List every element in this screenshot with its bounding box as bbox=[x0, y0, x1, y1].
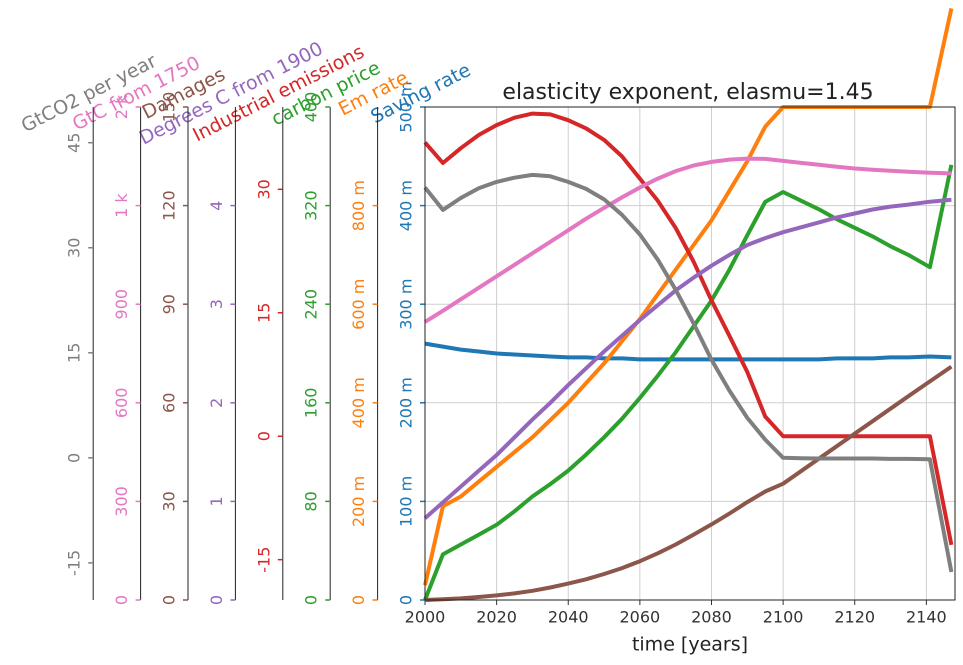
x-tick-label: 2140 bbox=[906, 608, 947, 627]
y-tick-label: 30 bbox=[65, 238, 84, 258]
y-tick-label: 0 bbox=[207, 595, 226, 605]
x-tick-label: 2000 bbox=[405, 608, 446, 627]
y-tick-label: -15 bbox=[254, 547, 273, 573]
y-tick-label: 320 bbox=[302, 190, 321, 221]
y-tick-label: 100 m bbox=[397, 476, 416, 527]
y-tick-label: 120 bbox=[160, 190, 179, 221]
y-tick-label: 30 bbox=[160, 491, 179, 511]
y-tick-label: 2 k bbox=[112, 94, 131, 119]
y-tick-label: 400 m bbox=[397, 180, 416, 231]
x-tick-label: 2120 bbox=[834, 608, 875, 627]
y-tick-label: 300 m bbox=[397, 279, 416, 330]
y-tick-label: 600 bbox=[112, 388, 131, 419]
plot-frame bbox=[424, 106, 956, 601]
y-tick-label: 0 bbox=[254, 431, 273, 441]
y-tick-label: 400 m bbox=[349, 377, 368, 428]
series-line bbox=[423, 172, 954, 573]
y-tick-label: 500 m bbox=[397, 81, 416, 132]
x-tick-label: 2040 bbox=[548, 608, 589, 627]
y-tick-label: 400 bbox=[302, 92, 321, 123]
y-tick-label: 30 bbox=[254, 179, 273, 199]
series-line bbox=[423, 164, 954, 601]
y-tick-label: 90 bbox=[160, 294, 179, 314]
y-tick-label: 300 bbox=[112, 486, 131, 517]
y-tick-label: 0 bbox=[160, 595, 179, 605]
y-tick-label: 4 bbox=[207, 201, 226, 211]
y-tick-label: 15 bbox=[254, 303, 273, 323]
y-tick-label: 2 bbox=[207, 398, 226, 408]
x-tick-label: 2060 bbox=[620, 608, 661, 627]
series-line bbox=[424, 341, 952, 362]
y-tick-label: 0 bbox=[397, 595, 416, 605]
x-tick-label: 2080 bbox=[691, 608, 732, 627]
y-tick-label: -15 bbox=[65, 550, 84, 576]
series-line bbox=[423, 197, 952, 520]
y-tick-label: 1 k bbox=[112, 193, 131, 218]
series-line bbox=[423, 156, 952, 324]
series-line bbox=[423, 111, 954, 546]
y-tick-label: 150 bbox=[160, 92, 179, 123]
y-tick-label: 0 bbox=[65, 453, 84, 463]
y-tick-label: 800 m bbox=[349, 180, 368, 231]
y-tick-label: 15 bbox=[65, 343, 84, 363]
y-tick-label: 60 bbox=[160, 393, 179, 413]
y-tick-label: 0 bbox=[302, 595, 321, 605]
y-tick-label: 600 m bbox=[349, 279, 368, 330]
y-tick-label: 900 bbox=[112, 289, 131, 320]
y-tick-label: 0 bbox=[349, 595, 368, 605]
y-tick-label: 0 bbox=[112, 595, 131, 605]
y-tick-label: 45 bbox=[65, 133, 84, 153]
series-line bbox=[424, 364, 953, 602]
y-tick-label: 80 bbox=[302, 491, 321, 511]
chart-title: elasticity exponent, elasmu=1.45 bbox=[502, 80, 873, 105]
y-tick-label: 160 bbox=[302, 388, 321, 419]
y-tick-label: 200 m bbox=[349, 476, 368, 527]
y-tick-label: 1 bbox=[207, 496, 226, 506]
x-tick-label: 2020 bbox=[476, 608, 517, 627]
x-tick-label: 2100 bbox=[763, 608, 804, 627]
y-tick-label: 200 m bbox=[397, 377, 416, 428]
y-tick-label: 240 bbox=[302, 289, 321, 320]
x-axis-label: time [years] bbox=[632, 634, 748, 656]
y-tick-label: 3 bbox=[207, 299, 226, 309]
